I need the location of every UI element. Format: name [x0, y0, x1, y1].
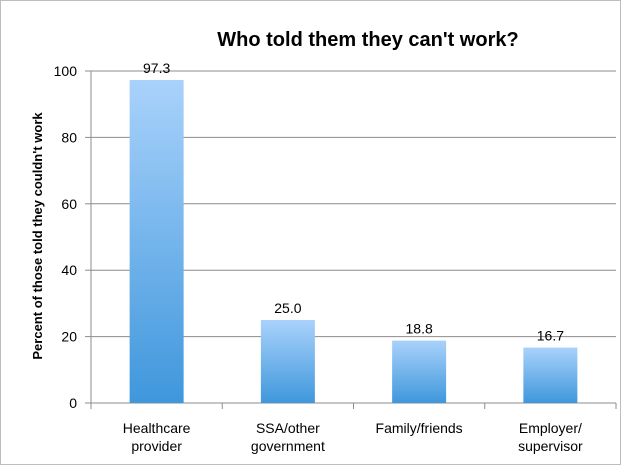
data-label: 16.7: [537, 328, 564, 344]
y-tick-label: 60: [61, 196, 77, 212]
bar: [260, 320, 315, 403]
bar: [129, 79, 184, 404]
bars-layer: [129, 79, 578, 404]
x-tick-label: Family/friends: [376, 420, 463, 436]
bar: [392, 340, 447, 403]
data-label: 25.0: [274, 300, 301, 316]
y-tick-label: 20: [61, 329, 77, 345]
y-tick-label: 80: [61, 129, 77, 145]
y-tick-label: 40: [61, 262, 77, 278]
labels-layer: 0 20 40 60 80 100 97.3 Healthcare provider 25.0 SS…: [54, 60, 583, 454]
data-label: 18.8: [406, 321, 433, 337]
chart-title: Who told them they can't work?: [217, 29, 518, 51]
x-tick-label: Healthcare provider: [123, 420, 191, 454]
y-tick-label: 100: [54, 63, 78, 79]
bar: [523, 347, 578, 403]
data-label: 97.3: [143, 60, 170, 76]
x-tick-label: Employer/supervisor: [518, 420, 583, 454]
y-tick-label: 0: [69, 395, 77, 411]
x-tick-label: SSA/other government: [251, 420, 325, 454]
y-axis-label: Percent of those told they couldn't work: [30, 112, 45, 360]
